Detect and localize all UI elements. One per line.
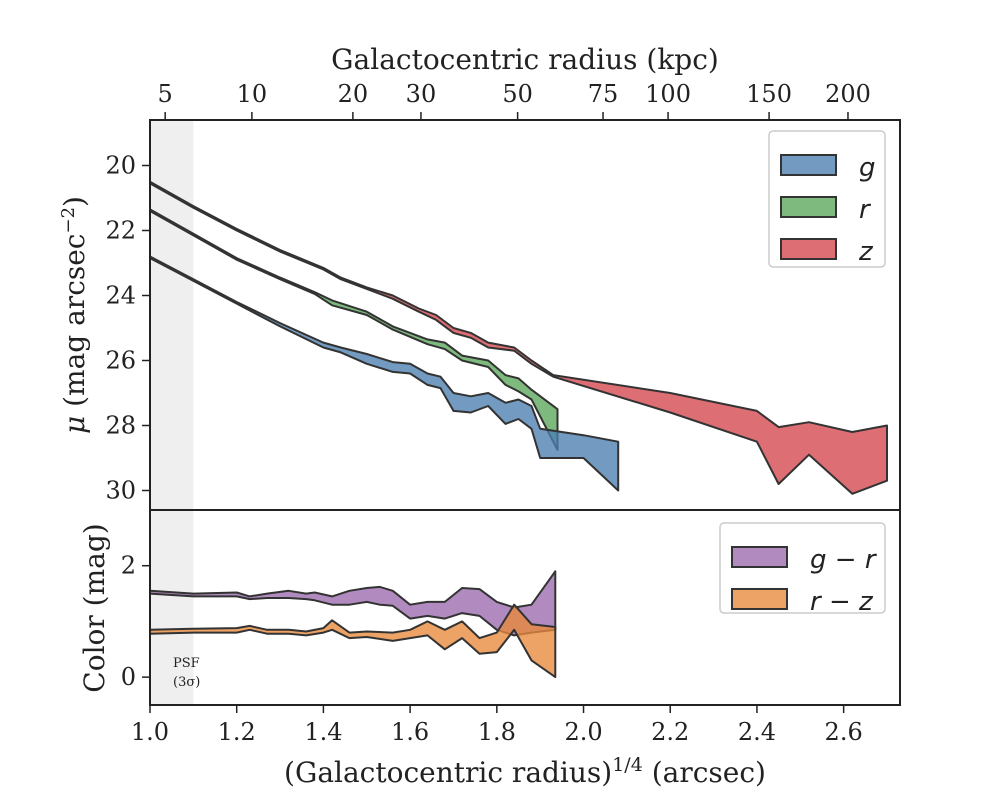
color-legend-label: r − z bbox=[810, 587, 874, 617]
color-legend-box: g − r r − z bbox=[719, 522, 886, 617]
top-xtick-label: 10 bbox=[237, 80, 268, 108]
bottom-xtick-label: 1.6 bbox=[391, 718, 429, 746]
color-y-axis-label: Color (mag) bbox=[78, 523, 111, 692]
psf-annotation-line2: (3σ) bbox=[173, 675, 200, 690]
color-ytick-label: 0 bbox=[121, 663, 136, 691]
sb-band-g bbox=[149, 255, 620, 492]
top-xtick-label: 5 bbox=[158, 80, 173, 108]
color-legend: g − r r − z bbox=[719, 522, 886, 617]
bottom-x-axis-label: (Galactocentric radius)1/4 (arcsec) bbox=[284, 754, 766, 789]
psf-shade-bottom bbox=[150, 510, 194, 705]
bottom-xtick-label: 2.0 bbox=[564, 718, 602, 746]
sb-y-axis: 20 22 24 26 28 30 bbox=[105, 152, 150, 505]
sb-ytick-label: 24 bbox=[105, 282, 136, 310]
top-xtick-label: 20 bbox=[338, 80, 369, 108]
color-band-gr bbox=[149, 570, 557, 637]
color-frame bbox=[149, 509, 901, 706]
sb-ytick-label: 26 bbox=[105, 347, 136, 375]
bottom-xtick-label: 2.2 bbox=[651, 718, 689, 746]
bottom-xtick-label: 1.2 bbox=[218, 718, 256, 746]
sb-legend-box: grz bbox=[768, 130, 886, 268]
color-y-axis: 02 bbox=[121, 552, 150, 691]
color-legend-swatch bbox=[731, 546, 788, 568]
color-legend-swatch bbox=[731, 588, 788, 610]
top-x-axis-label: Galactocentric radius (kpc) bbox=[331, 43, 719, 76]
sb-legend: grz bbox=[768, 130, 886, 268]
psf-annotation-line1: PSF bbox=[173, 656, 200, 671]
color-legend-label: g − r bbox=[810, 545, 878, 575]
psf-region bbox=[150, 120, 194, 510]
sb-band-z bbox=[149, 180, 888, 495]
sb-area-g bbox=[149, 255, 620, 492]
bottom-xtick-label: 2.6 bbox=[825, 718, 863, 746]
bottom-xtick-label: 1.4 bbox=[304, 718, 342, 746]
top-xtick-label: 50 bbox=[502, 80, 533, 108]
color-area-gr bbox=[149, 570, 557, 637]
top-xtick-label: 30 bbox=[406, 80, 437, 108]
sb-panel: 20 22 24 26 28 30 5 10 20 30 50 75 100 150 200 grz Ga… bbox=[58, 43, 901, 511]
color-panel: 02 1.0 1.2 1.4 1.6 1.8 2.0 2.2 2.4 2.6 g − rr − … bbox=[78, 509, 901, 789]
top-x-axis: 5 10 20 30 50 75 100 150 200 bbox=[158, 80, 871, 120]
psf-shade-top bbox=[150, 120, 194, 510]
psf-region-color bbox=[150, 510, 194, 705]
bottom-xtick-label: 1.8 bbox=[478, 718, 516, 746]
sb-legend-label: r bbox=[859, 195, 872, 225]
sb-legend-label: z bbox=[858, 237, 874, 267]
color-band-rz bbox=[149, 603, 557, 679]
sb-ytick-label: 28 bbox=[105, 412, 136, 440]
sb-legend-swatch bbox=[780, 196, 837, 218]
sb-area-z bbox=[149, 180, 888, 495]
sb-ytick-label: 22 bbox=[105, 217, 136, 245]
sb-ytick-label: 30 bbox=[105, 477, 136, 505]
color-area-rz bbox=[149, 603, 557, 679]
sb-legend-swatch bbox=[780, 154, 837, 176]
bottom-xtick-label: 2.4 bbox=[738, 718, 776, 746]
sb-ytick-label: 20 bbox=[105, 152, 136, 180]
bottom-x-axis: 1.0 1.2 1.4 1.6 1.8 2.0 2.2 2.4 2.6 bbox=[131, 705, 863, 746]
top-xtick-label: 75 bbox=[588, 80, 619, 108]
top-xtick-label: 150 bbox=[746, 80, 792, 108]
bottom-xtick-label: 1.0 bbox=[131, 718, 169, 746]
color-bands bbox=[149, 570, 557, 679]
sb-y-axis-label: μ (mag arcsec−2) bbox=[58, 196, 91, 434]
color-ytick-label: 2 bbox=[121, 552, 136, 580]
sb-legend-label: g bbox=[859, 153, 876, 183]
sb-bands bbox=[149, 180, 888, 495]
top-xtick-label: 100 bbox=[645, 80, 691, 108]
sb-legend-swatch bbox=[780, 238, 837, 260]
top-xtick-label: 200 bbox=[825, 80, 871, 108]
